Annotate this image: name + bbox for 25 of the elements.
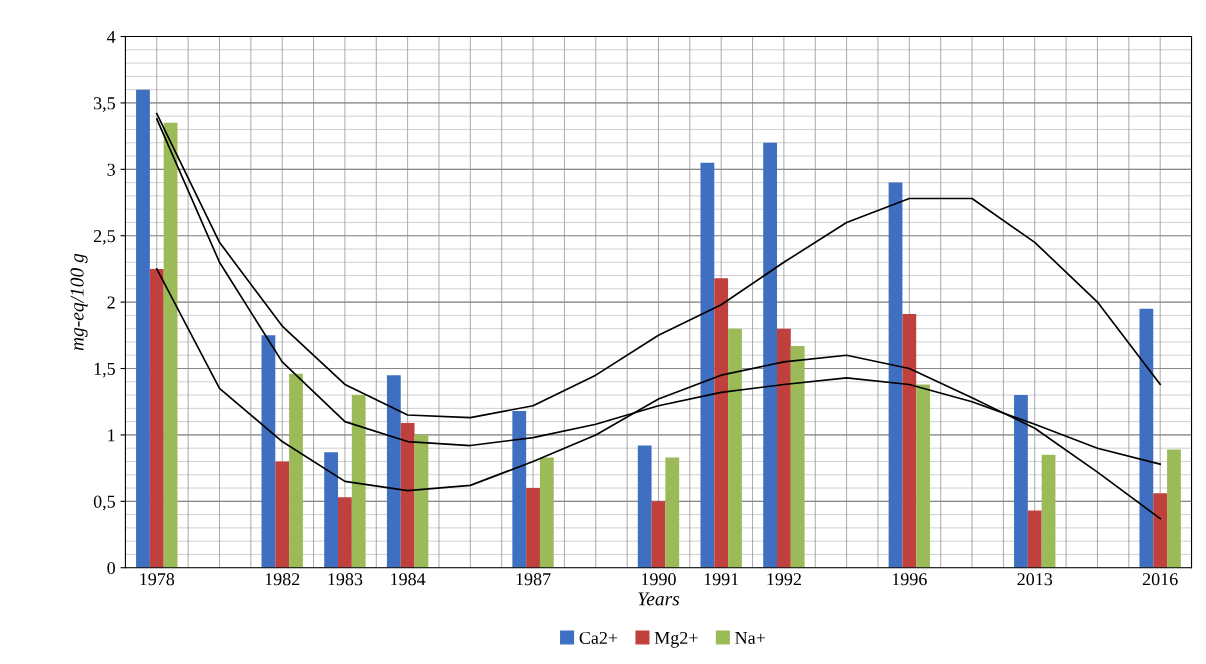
y-tick-label: 2 [107, 296, 115, 309]
y-tick-label: 0 [107, 561, 116, 575]
x-tick-label: 2013 [1017, 573, 1053, 586]
y-tick-label: 2,5 [93, 230, 115, 245]
x-tick-label: 1990 [642, 573, 676, 586]
y-tick-label: 3 [107, 163, 115, 176]
x-axis-title: Years [638, 592, 680, 606]
legend-label: Mg2+ [654, 631, 698, 648]
x-tick-label: 2016 [1142, 573, 1178, 586]
y-tick-label: 1 [108, 429, 115, 442]
x-tick-label: 1996 [892, 573, 927, 586]
x-tick-label: 1992 [767, 573, 801, 586]
x-tick-label: 1978 [140, 573, 175, 586]
legend-label: Na+ [735, 632, 765, 645]
x-tick-label: 1987 [516, 573, 551, 586]
legend-label: Ca2+ [579, 631, 618, 645]
x-tick-label: 1991 [704, 573, 739, 586]
y-tick-label: 0,5 [93, 495, 115, 511]
x-tick-label: 1984 [391, 573, 426, 586]
x-tick-label: 1983 [328, 573, 363, 586]
y-tick-label: 4 [107, 30, 116, 43]
y-tick-label: 3,5 [94, 97, 115, 112]
x-tick-label: 1982 [265, 573, 300, 586]
y-tick-label: 1,5 [94, 362, 115, 378]
y-axis-title: mg-eq/100 g [70, 253, 88, 351]
